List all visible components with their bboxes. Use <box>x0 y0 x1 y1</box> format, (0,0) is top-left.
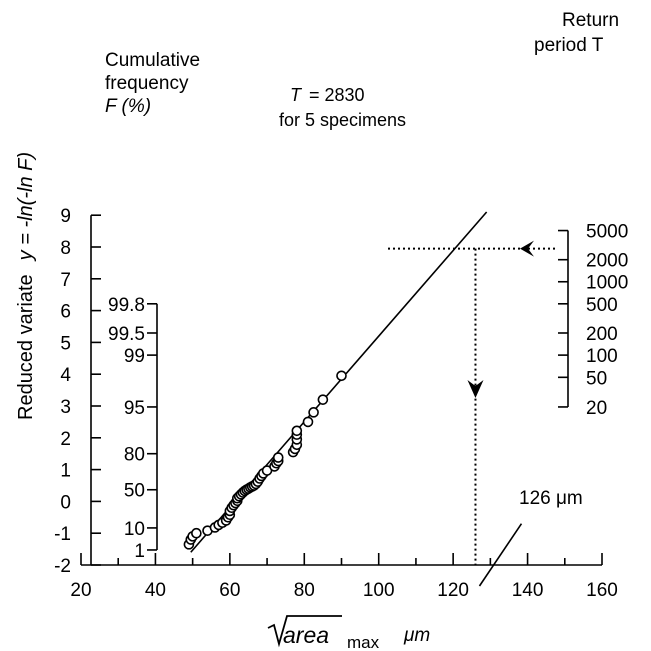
annotation-line1: T = 2830 <box>290 85 365 105</box>
annotation-arrow-down <box>467 380 484 399</box>
x-tick-label: 80 <box>294 580 315 601</box>
y-tick-label: 6 <box>60 302 71 323</box>
y-tick-label: 3 <box>60 397 71 418</box>
cf-title-line3: F (%) <box>105 96 151 117</box>
y-tick-label: 9 <box>60 206 71 227</box>
x-tick-label: 120 <box>437 580 469 601</box>
annotation-126-leader <box>478 523 523 587</box>
rp-tick-label: 1000 <box>586 273 628 294</box>
x-axis-label-sub: max <box>347 633 380 651</box>
x-tick-label: 160 <box>586 580 618 601</box>
rp-tick-label: 50 <box>586 368 607 389</box>
y-tick-label: 4 <box>60 365 71 386</box>
x-axis-label-unit: μm <box>403 625 430 646</box>
data-points <box>183 370 347 550</box>
annotation-line2: for 5 specimens <box>279 110 406 130</box>
data-point <box>317 394 329 405</box>
cf-tick-label: 95 <box>124 398 145 419</box>
y-tick-label: 8 <box>60 238 71 259</box>
y-tick-label: 5 <box>60 333 71 354</box>
rp-title-line1: Return <box>562 10 619 31</box>
y-tick-label: -1 <box>54 524 71 545</box>
rp-tick-label: 2000 <box>586 251 628 272</box>
y-axis-label: Reduced variatey = -ln(-ln F) <box>15 152 37 420</box>
y-tick-label: 7 <box>60 270 71 291</box>
annotation-arrow-left <box>520 240 534 257</box>
x-tick-label: 20 <box>70 580 91 601</box>
annotation-126um: 126 μm <box>519 488 583 509</box>
rp-tick-label: 100 <box>586 346 618 367</box>
rp-title-line2: period T <box>534 35 604 56</box>
y-tick-label: 2 <box>60 429 71 450</box>
y-tick-label: 0 <box>60 492 71 513</box>
cf-tick-label: 99.5 <box>108 324 145 345</box>
cf-tick-label: 99 <box>124 346 145 367</box>
x-tick-label: 40 <box>145 580 166 601</box>
labels: area max μm Reduced variatey = -ln(-ln F… <box>15 10 619 651</box>
data-point <box>308 407 319 418</box>
cf-tick-label: 80 <box>124 445 145 466</box>
data-point <box>302 416 314 428</box>
data-point <box>291 425 303 437</box>
rp-tick-label: 200 <box>586 324 618 345</box>
rp-tick-label: 20 <box>586 398 607 419</box>
x-tick-label: 140 <box>512 580 544 601</box>
y-tick-label: -2 <box>54 556 71 577</box>
cf-title-line1: Cumulative <box>105 50 200 71</box>
cf-tick-label: 10 <box>124 519 145 540</box>
x-tick-label: 60 <box>219 580 240 601</box>
cf-tick-label: 1 <box>134 541 145 562</box>
data-point <box>191 527 202 539</box>
cf-tick-label: 99.8 <box>108 295 145 316</box>
data-point <box>336 370 347 382</box>
sqrt-symbol <box>267 615 342 648</box>
x-tick-label: 100 <box>363 580 395 601</box>
x-axis-label-main: area <box>283 622 329 648</box>
y-tick-label: 1 <box>60 461 71 482</box>
cf-tick-label: 50 <box>124 481 145 502</box>
rp-tick-label: 500 <box>586 295 618 316</box>
rp-tick-label: 5000 <box>586 222 628 243</box>
data-point <box>272 452 284 463</box>
cf-title-line2: frequency <box>105 73 189 94</box>
